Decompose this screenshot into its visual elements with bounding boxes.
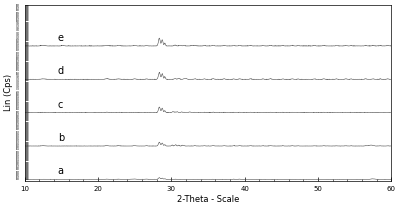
Y-axis label: Lin (Cps): Lin (Cps): [4, 74, 13, 111]
Text: d: d: [58, 66, 64, 76]
X-axis label: 2-Theta - Scale: 2-Theta - Scale: [177, 195, 239, 204]
Text: c: c: [58, 100, 63, 110]
Text: e: e: [58, 33, 64, 43]
Text: b: b: [58, 133, 64, 143]
Text: a: a: [58, 166, 64, 176]
